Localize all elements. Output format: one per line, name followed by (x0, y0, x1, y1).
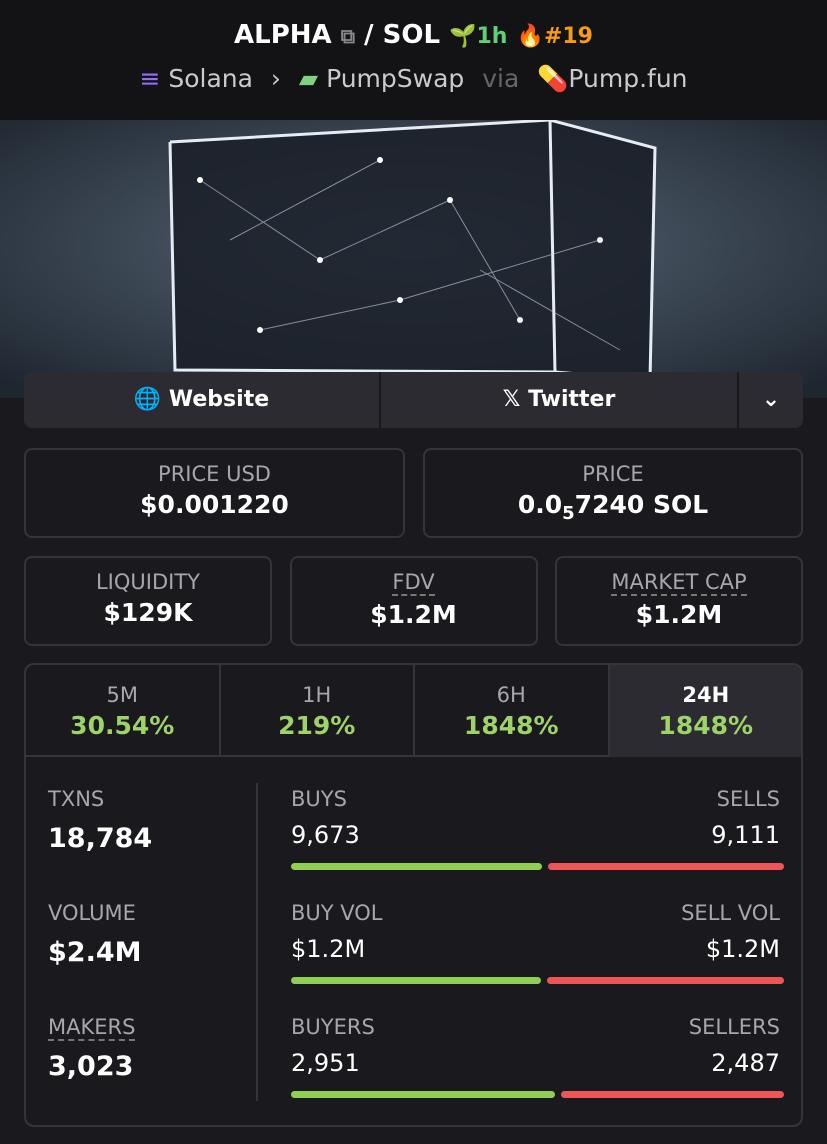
banner-image (0, 120, 827, 398)
website-label: Website (168, 387, 270, 412)
launchpad[interactable]: Pump.fun (568, 64, 688, 93)
pair-title: ALPHA ⧉ / SOL 🌱1h 🔥#19 (234, 20, 593, 50)
website-button[interactable]: 🌐 Website (24, 372, 381, 428)
period-change: 30.54% (70, 711, 175, 740)
split-right-label: SELLERS (688, 1015, 780, 1039)
rank-text: #19 (543, 24, 593, 49)
period-change: 1848% (658, 711, 754, 740)
split-left-label: BUY VOL (291, 901, 383, 925)
link-bar: 🌐 Website 𝕏 Twitter ⌄ (24, 372, 803, 428)
split-right-value: 9,111 (711, 821, 780, 849)
twitter-label: Twitter (528, 387, 616, 412)
total-label: VOLUME (48, 901, 136, 925)
split-right-label: SELL VOL (681, 901, 780, 925)
age: 🌱1h (449, 24, 508, 49)
quote: SOL (382, 20, 441, 50)
price-zeros: 5 (562, 503, 575, 524)
period-label: 1H (302, 683, 332, 707)
split-left-label: BUYERS (291, 1015, 375, 1039)
stat-label: MARKET CAP (611, 570, 747, 596)
stat-card: LIQUIDITY $129K (24, 556, 272, 646)
buy-bar (291, 1091, 556, 1098)
split-left-value: 9,673 (291, 821, 360, 849)
period-label: 6H (496, 683, 526, 707)
price-card: PRICE 0.057240 SOL (423, 448, 803, 538)
rank: 🔥#19 (516, 24, 593, 49)
split-right-value: 2,487 (711, 1049, 780, 1077)
sell-bar (561, 1091, 784, 1098)
split-left-value: 2,951 (291, 1049, 360, 1077)
age-text: 1h (476, 24, 508, 49)
label: PRICE USD (158, 462, 271, 486)
period-tab[interactable]: 6H 1848% (415, 665, 610, 757)
dex[interactable]: PumpSwap (326, 64, 465, 93)
value: $0.001220 (140, 490, 289, 519)
stat-value: $1.2M (635, 600, 723, 629)
total-value: 3,023 (48, 1051, 134, 1082)
stat-label: LIQUIDITY (95, 570, 200, 594)
split-left-label: BUYS (291, 787, 347, 811)
stat-value: $1.2M (370, 600, 457, 629)
activity-panel: 5M 30.54% 1H 219% 6H 1848% 24H 1848% TXNS 18,784… (24, 663, 803, 1127)
total-value: 18,784 (48, 823, 153, 854)
period-tab[interactable]: 5M 30.54% (26, 665, 221, 757)
split-left-value: $1.2M (291, 935, 366, 963)
base: ALPHA (234, 20, 332, 50)
stat-card: FDV $1.2M (289, 556, 538, 646)
period-label: 24H (682, 683, 730, 707)
stat-value: $129K (103, 598, 193, 627)
total-label: TXNS (48, 787, 105, 811)
twitter-button[interactable]: 𝕏 Twitter (381, 372, 739, 428)
period-tab[interactable]: 1H 219% (221, 665, 415, 757)
buy-bar (291, 977, 541, 984)
via: via (482, 64, 520, 93)
price-lead: 0.0 (517, 490, 563, 519)
split-right-label: SELLS (716, 787, 780, 811)
separator: / (364, 20, 374, 50)
stat-label: FDV (392, 570, 435, 596)
chain[interactable]: Solana (168, 64, 253, 93)
more-button[interactable]: ⌄ (761, 387, 781, 412)
total-label: MAKERS (48, 1015, 136, 1041)
price-rest: 7240 SOL (574, 490, 709, 519)
price-usd-card: PRICE USD $0.001220 (24, 448, 405, 538)
route: ≡ Solana › ▰ PumpSwap via 💊Pump.fun (139, 64, 688, 93)
sell-bar (546, 977, 784, 984)
period-change: 219% (278, 711, 356, 740)
buy-bar (291, 863, 542, 870)
total-value: $2.4M (48, 937, 142, 968)
header: ALPHA ⧉ / SOL 🌱1h 🔥#19 ≡ Solana › ▰ Pump… (0, 0, 827, 120)
period-change: 1848% (463, 711, 559, 740)
sell-bar (547, 863, 784, 870)
period-tab[interactable]: 24H 1848% (609, 665, 801, 757)
label: PRICE (582, 462, 644, 486)
split-right-value: $1.2M (705, 935, 780, 963)
period-label: 5M (106, 683, 138, 707)
stat-card: MARKET CAP $1.2M (555, 556, 803, 646)
